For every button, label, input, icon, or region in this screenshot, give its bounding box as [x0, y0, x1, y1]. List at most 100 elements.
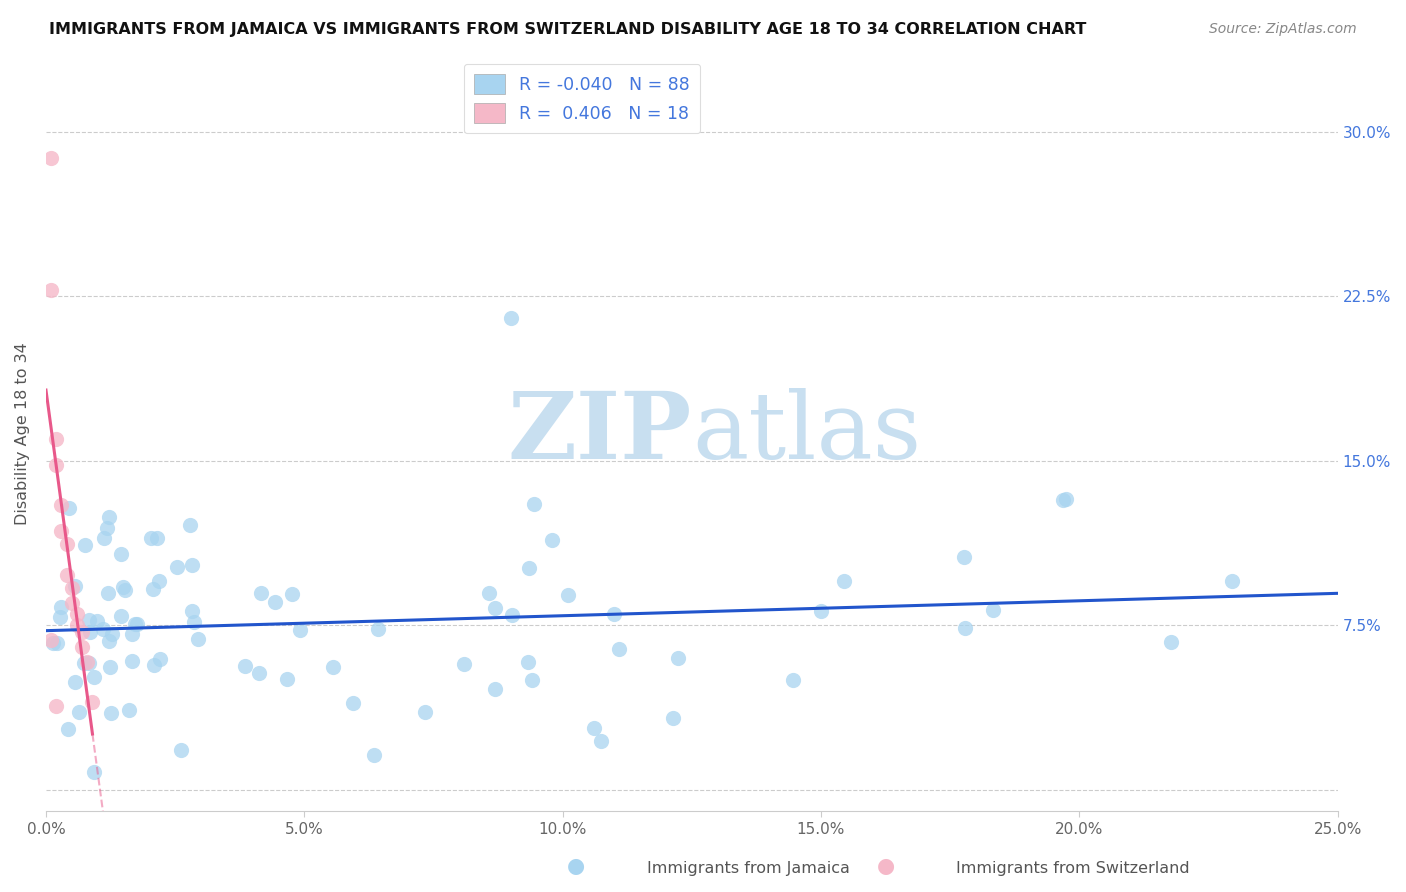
- Point: [125, 617, 148, 632]
- Point: [247, 665, 270, 680]
- Point: [66, 618, 89, 632]
- Text: ZIP: ZIP: [508, 388, 692, 478]
- Point: [110, 609, 132, 624]
- Point: [782, 673, 804, 687]
- Point: [276, 672, 298, 686]
- Point: [955, 621, 977, 635]
- Point: [82, 695, 104, 709]
- Point: [110, 548, 132, 562]
- Point: [56, 722, 79, 736]
- Point: [42, 635, 65, 649]
- Point: [45, 458, 67, 472]
- Point: [1220, 574, 1243, 588]
- Text: Immigrants from Jamaica: Immigrants from Jamaica: [647, 861, 849, 876]
- Point: [583, 721, 606, 735]
- Point: [179, 518, 201, 533]
- Point: [98, 510, 121, 524]
- Point: [98, 634, 121, 648]
- Point: [166, 559, 188, 574]
- Point: [981, 603, 1004, 617]
- Point: [666, 651, 689, 665]
- Point: [1160, 635, 1182, 649]
- Point: [79, 656, 101, 670]
- Point: [1052, 492, 1074, 507]
- Text: ●: ●: [877, 856, 894, 876]
- Point: [121, 627, 143, 641]
- Point: [45, 699, 67, 714]
- Point: [183, 615, 205, 629]
- Point: [142, 582, 165, 596]
- Point: [499, 311, 522, 326]
- Point: [413, 706, 436, 720]
- Text: Immigrants from Switzerland: Immigrants from Switzerland: [956, 861, 1189, 876]
- Point: [98, 659, 121, 673]
- Point: [93, 531, 115, 545]
- Point: [70, 640, 93, 654]
- Point: [607, 641, 630, 656]
- Point: [86, 614, 108, 628]
- Point: [517, 561, 540, 575]
- Point: [342, 697, 364, 711]
- Point: [83, 764, 105, 779]
- Point: [73, 656, 96, 670]
- Point: [60, 596, 83, 610]
- Point: [484, 681, 506, 696]
- Point: [58, 500, 80, 515]
- Point: [523, 497, 546, 511]
- Point: [453, 657, 475, 672]
- Point: [76, 656, 98, 670]
- Point: [60, 581, 83, 595]
- Point: [55, 537, 77, 551]
- Point: [478, 586, 501, 600]
- Point: [281, 586, 304, 600]
- Point: [832, 574, 855, 589]
- Text: ●: ●: [568, 856, 585, 876]
- Point: [51, 498, 73, 512]
- Point: [112, 580, 135, 594]
- Point: [75, 538, 97, 552]
- Point: [100, 627, 122, 641]
- Point: [96, 521, 118, 535]
- Point: [146, 531, 169, 545]
- Text: IMMIGRANTS FROM JAMAICA VS IMMIGRANTS FROM SWITZERLAND DISABILITY AGE 18 TO 34 C: IMMIGRANTS FROM JAMAICA VS IMMIGRANTS FR…: [49, 22, 1087, 37]
- Point: [557, 588, 579, 602]
- Point: [39, 151, 62, 165]
- Point: [484, 601, 506, 615]
- Point: [180, 604, 202, 618]
- Point: [39, 633, 62, 648]
- Point: [55, 567, 77, 582]
- Point: [263, 594, 285, 608]
- Point: [233, 659, 256, 673]
- Point: [51, 524, 73, 538]
- Legend: R = -0.040   N = 88, R =  0.406   N = 18: R = -0.040 N = 88, R = 0.406 N = 18: [464, 64, 700, 134]
- Point: [142, 658, 165, 673]
- Point: [148, 574, 170, 588]
- Point: [149, 652, 172, 666]
- Point: [49, 599, 72, 614]
- Point: [322, 660, 344, 674]
- Point: [67, 705, 90, 719]
- Point: [810, 604, 832, 618]
- Point: [363, 747, 385, 762]
- Point: [97, 586, 120, 600]
- Point: [121, 654, 143, 668]
- Point: [520, 673, 543, 688]
- Point: [501, 608, 523, 623]
- Point: [952, 550, 974, 565]
- Point: [516, 655, 538, 669]
- Point: [45, 432, 67, 446]
- Point: [66, 607, 89, 622]
- Point: [540, 533, 562, 547]
- Point: [79, 624, 101, 639]
- Point: [250, 586, 273, 600]
- Y-axis label: Disability Age 18 to 34: Disability Age 18 to 34: [15, 342, 30, 524]
- Point: [187, 632, 209, 647]
- Point: [603, 607, 626, 622]
- Point: [290, 623, 312, 637]
- Point: [63, 674, 86, 689]
- Point: [662, 711, 685, 725]
- Point: [100, 706, 122, 721]
- Point: [91, 622, 114, 636]
- Point: [70, 624, 93, 639]
- Point: [367, 623, 389, 637]
